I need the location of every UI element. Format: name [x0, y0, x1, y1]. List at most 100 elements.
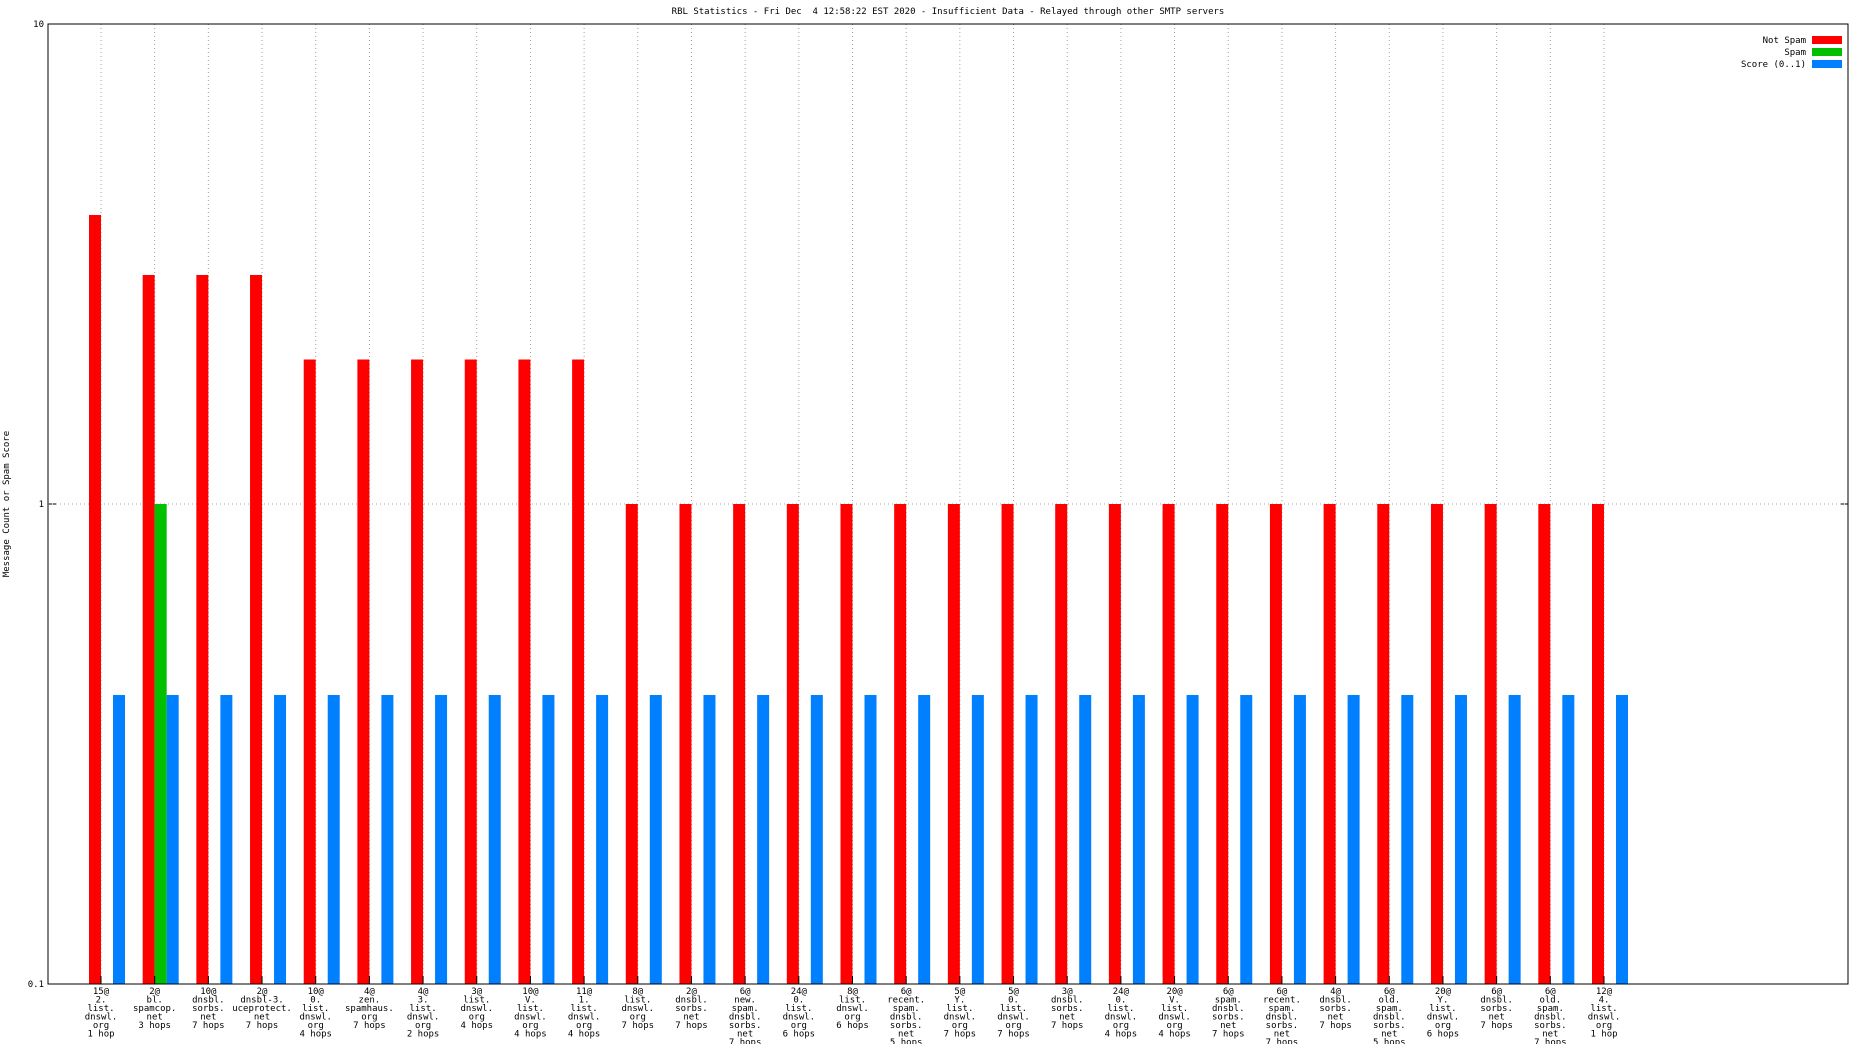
x-tick-label: 4@ zen. spamhaus. org 7 hops: [345, 987, 394, 1031]
x-tick-label-line: list.: [946, 1004, 973, 1014]
x-tick-label-line: 4 hops: [514, 1030, 547, 1040]
x-tick-label-line: net: [254, 1013, 270, 1023]
x-tick-label: 10@ dnsbl. sorbs. net 7 hops: [192, 987, 225, 1031]
x-tick-label-line: sorbs.: [1266, 1021, 1299, 1031]
x-tick-label-line: org: [308, 1021, 324, 1031]
x-tick-label-line: list.: [1429, 1004, 1456, 1014]
x-tick-label-line: 4 hops: [1158, 1030, 1191, 1040]
bar: [89, 215, 101, 984]
x-tick-label-line: org: [1596, 1021, 1612, 1031]
x-tick-label: 4@ dnsbl. sorbs. net 7 hops: [1319, 987, 1352, 1031]
x-tick-label-line: sorbs.: [1319, 1004, 1352, 1014]
x-tick-label-line: spamhaus.: [345, 1004, 394, 1014]
x-tick-label-line: 12@: [1596, 987, 1613, 997]
x-tick-label-line: dnswl.: [1158, 1013, 1191, 1023]
x-tick-label: 5@ Y. list. dnswl. org 7 hops: [944, 987, 977, 1040]
x-tick-label-line: net: [1381, 1030, 1397, 1040]
x-tick-label: 2@ dnsbl-3. uceprotect. net 7 hops: [232, 987, 292, 1031]
x-tick-label-line: 0.: [310, 996, 321, 1006]
x-tick-label-line: spam.: [1215, 996, 1242, 1006]
x-tick-label-line: list.: [1107, 1004, 1134, 1014]
x-tick-label-line: 4 hops: [299, 1030, 332, 1040]
x-tick-label-line: dnswl.: [407, 1013, 440, 1023]
bar: [1162, 504, 1175, 984]
bar: [113, 695, 125, 984]
plot-frame: [47, 23, 1849, 985]
x-tick-label-line: 10@: [522, 987, 539, 997]
bar: [1055, 504, 1068, 984]
bar: [303, 359, 316, 984]
x-tick-label-line: net: [1542, 1030, 1558, 1040]
x-tick-label-line: spam.: [1376, 1004, 1403, 1014]
x-tick-label: 6@ recent. spam. dnsbl. sorbs. net 5 hops: [887, 987, 925, 1044]
bar: [840, 504, 853, 984]
x-tick-label-line: org: [844, 1013, 860, 1023]
bar: [464, 359, 477, 984]
x-tick-label-line: net: [147, 1013, 163, 1023]
x-tick-label-line: spam.: [1537, 1004, 1564, 1014]
x-tick-label-line: list.: [624, 996, 651, 1006]
x-tick-label: 3@ dnsbl. sorbs. net 7 hops: [1051, 987, 1084, 1031]
x-tick-label-line: 8@: [847, 987, 858, 997]
x-tick-label-line: dnsbl.: [1051, 996, 1084, 1006]
x-tick-label-line: org: [576, 1021, 592, 1031]
x-tick-label-line: 1.: [579, 996, 590, 1006]
x-tick-label-line: 4@: [418, 987, 429, 997]
x-tick-label-line: recent.: [887, 996, 925, 1006]
bar: [971, 695, 984, 984]
x-tick-label-line: net: [898, 1030, 914, 1040]
x-tick-label-line: 5@: [1008, 987, 1019, 997]
y-tick-label: 10: [33, 20, 44, 30]
x-tick-label-line: 7 hops: [1534, 1038, 1567, 1044]
x-tick-label: 10@ V. list. dnswl. org 4 hops: [514, 987, 547, 1040]
x-tick-label-line: dnswl.: [997, 1013, 1030, 1023]
x-tick-label: 20@ V. list. dnswl. org 4 hops: [1158, 987, 1191, 1040]
x-tick-label-line: dnswl.: [1105, 1013, 1138, 1023]
x-tick-label-line: 5 hops: [1373, 1038, 1406, 1044]
x-tick-label-line: 7 hops: [729, 1038, 762, 1044]
x-tick-label-line: 6@: [1545, 987, 1556, 997]
x-tick-label-line: 7 hops: [1266, 1038, 1299, 1044]
bar: [274, 695, 287, 984]
x-tick-label-line: dnsbl.: [1319, 996, 1352, 1006]
x-tick-label: 6@ spam. dnsbl. sorbs. net 7 hops: [1212, 987, 1245, 1040]
legend-swatch: [1812, 48, 1842, 56]
bar: [166, 695, 179, 984]
bar: [1592, 504, 1604, 984]
x-tick-label-line: list.: [302, 1004, 329, 1014]
bar: [1079, 695, 1092, 984]
x-tick-label-line: list.: [463, 996, 490, 1006]
bar: [435, 695, 448, 984]
bar: [947, 504, 960, 984]
x-tick-label-line: 7 hops: [944, 1030, 977, 1040]
x-tick-label-line: list.: [1161, 1004, 1188, 1014]
x-tick-label-line: org: [1005, 1021, 1021, 1031]
x-tick-label: 6@ recent. spam. dnsbl. sorbs. net 7 hops: [1263, 987, 1301, 1044]
x-tick-label-line: net: [1327, 1013, 1343, 1023]
legend-swatch: [1812, 60, 1842, 68]
x-tick-label-line: 2 hops: [407, 1030, 440, 1040]
bar: [1025, 695, 1038, 984]
x-tick-label-line: list.: [87, 1004, 114, 1014]
x-tick-label-line: sorbs.: [675, 1004, 708, 1014]
x-tick-label-line: dnswl.: [836, 1004, 869, 1014]
x-tick-label-line: 0.: [1115, 996, 1126, 1006]
x-tick-label-line: recent.: [1263, 996, 1301, 1006]
bar: [1538, 504, 1551, 984]
x-tick-label-line: org: [522, 1021, 538, 1031]
x-tick-label-line: net: [1220, 1021, 1236, 1031]
bar: [649, 695, 662, 984]
x-tick-label-line: dnsbl.: [192, 996, 225, 1006]
x-tick-label-line: org: [1113, 1021, 1129, 1031]
x-tick-label-line: 3 hops: [138, 1021, 171, 1031]
x-tick-label-line: net: [737, 1030, 753, 1040]
x-tick-label: 4@ 3. list. dnswl. org 2 hops: [407, 987, 440, 1040]
bar: [572, 359, 585, 984]
x-tick-label-line: 4 hops: [568, 1030, 601, 1040]
y-tick-label: 0.1: [28, 980, 44, 990]
x-tick-label-line: net: [200, 1013, 216, 1023]
x-tick-label-line: 6 hops: [1427, 1030, 1460, 1040]
x-tick-label-line: bl.: [147, 996, 163, 1006]
x-tick-label-line: 0.: [793, 996, 804, 1006]
x-tick-label-line: sorbs.: [1480, 1004, 1513, 1014]
